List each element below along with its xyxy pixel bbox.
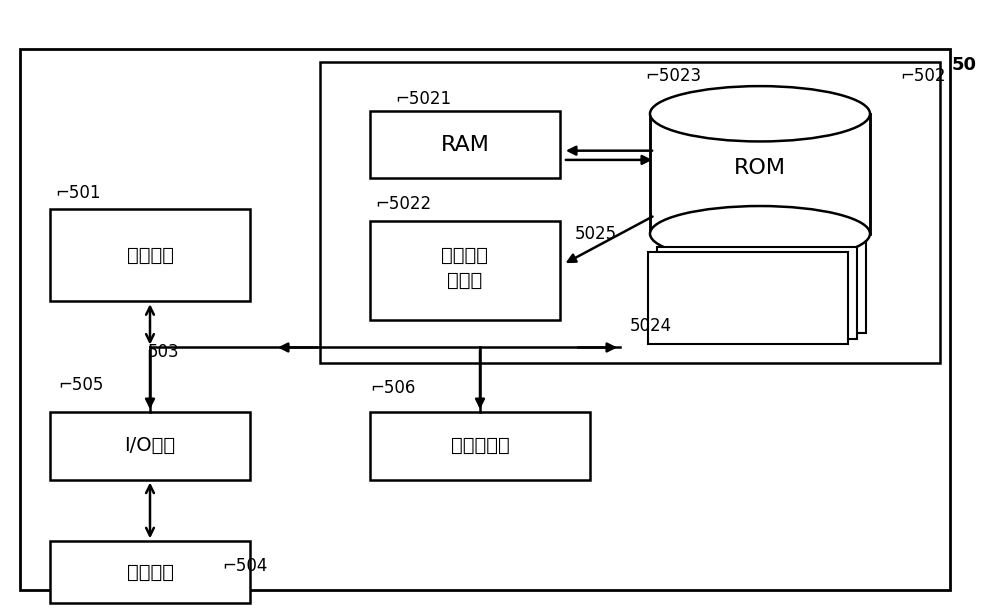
Ellipse shape bbox=[650, 86, 870, 141]
FancyBboxPatch shape bbox=[50, 412, 250, 480]
Ellipse shape bbox=[650, 206, 870, 261]
Text: ⌐504: ⌐504 bbox=[222, 557, 267, 575]
FancyBboxPatch shape bbox=[657, 247, 857, 339]
FancyBboxPatch shape bbox=[648, 252, 848, 344]
Text: ROM: ROM bbox=[734, 157, 786, 178]
Text: 5024: 5024 bbox=[630, 317, 672, 335]
FancyBboxPatch shape bbox=[20, 49, 950, 590]
FancyBboxPatch shape bbox=[650, 114, 870, 234]
Text: ⌐5021: ⌐5021 bbox=[395, 90, 451, 108]
FancyBboxPatch shape bbox=[370, 221, 560, 320]
Text: 网络适配器: 网络适配器 bbox=[451, 437, 509, 455]
FancyBboxPatch shape bbox=[320, 62, 940, 363]
Text: 高速缓存
存储器: 高速缓存 存储器 bbox=[442, 245, 488, 290]
Text: ⌐5023: ⌐5023 bbox=[645, 67, 701, 85]
Text: ⌐5022: ⌐5022 bbox=[375, 196, 431, 213]
Text: ⌐502: ⌐502 bbox=[900, 67, 946, 85]
Text: 处理单元: 处理单元 bbox=[126, 246, 174, 264]
Text: RAM: RAM bbox=[441, 135, 489, 154]
FancyBboxPatch shape bbox=[50, 209, 250, 301]
Text: 外部设备: 外部设备 bbox=[126, 563, 174, 581]
FancyBboxPatch shape bbox=[50, 541, 250, 603]
Text: ⌐505: ⌐505 bbox=[58, 376, 103, 394]
Text: I/O接口: I/O接口 bbox=[124, 437, 176, 455]
Text: 50: 50 bbox=[952, 56, 977, 74]
Text: ⌐506: ⌐506 bbox=[370, 379, 415, 397]
FancyBboxPatch shape bbox=[370, 412, 590, 480]
FancyBboxPatch shape bbox=[666, 241, 866, 333]
Text: 5025: 5025 bbox=[575, 225, 617, 243]
Text: 503: 503 bbox=[148, 343, 180, 361]
Text: ⌐501: ⌐501 bbox=[55, 184, 100, 202]
FancyBboxPatch shape bbox=[370, 111, 560, 178]
